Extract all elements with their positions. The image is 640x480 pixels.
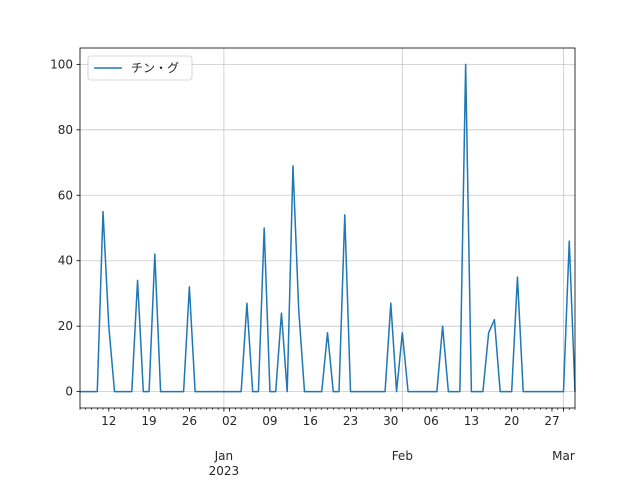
y-tick-label: 80 — [58, 123, 73, 137]
y-tick-label: 100 — [50, 57, 73, 71]
y-tick-label: 20 — [58, 319, 73, 333]
x-tick-label: 09 — [262, 414, 277, 428]
x-tick-label: 26 — [182, 414, 197, 428]
legend-label: チン・グ — [131, 61, 179, 75]
x-month-label: Jan 2023 — [209, 449, 240, 478]
x-tick-label: 16 — [303, 414, 318, 428]
legend-box — [87, 55, 193, 81]
x-tick-label: 30 — [383, 414, 398, 428]
x-month-label: Feb — [392, 449, 413, 463]
x-tick-label: 19 — [141, 414, 156, 428]
x-tick-label: 23 — [343, 414, 358, 428]
x-tick-label: 13 — [464, 414, 479, 428]
data-line — [80, 63, 576, 393]
y-tick-label: 40 — [58, 254, 73, 268]
y-tick-label: 60 — [58, 188, 73, 202]
plot-frame — [79, 47, 576, 409]
x-tick-label: 06 — [423, 414, 438, 428]
x-tick-label: 27 — [544, 414, 559, 428]
x-tick-label: 02 — [222, 414, 237, 428]
x-tick-label: 12 — [101, 414, 116, 428]
x-month-label: Mar — [552, 449, 575, 463]
y-tick-label: 0 — [65, 385, 73, 399]
x-tick-label: 20 — [504, 414, 519, 428]
